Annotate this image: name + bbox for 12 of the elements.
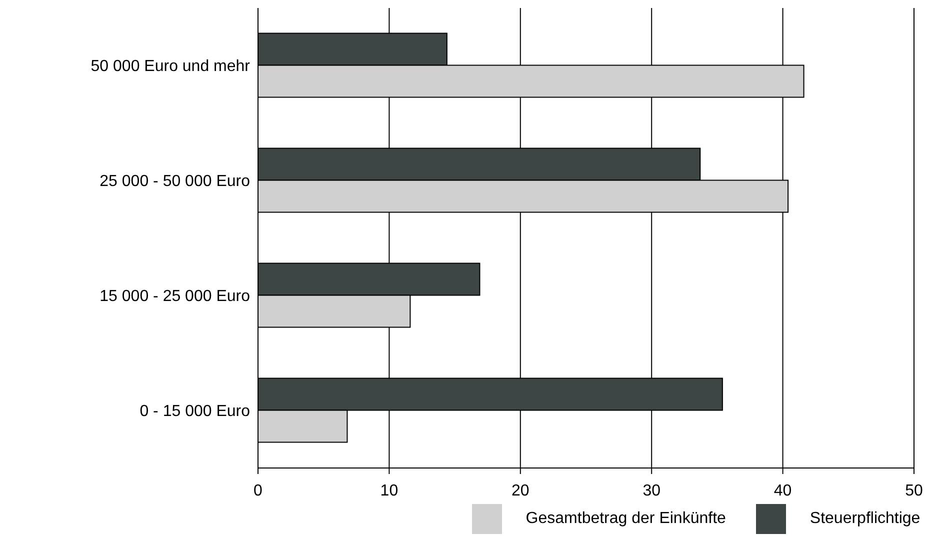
x-tick-label: 30	[642, 482, 661, 500]
y-tick-label: 50 000 Euro und mehr	[90, 58, 251, 76]
x-tick-label: 0	[254, 482, 263, 500]
x-tick-label: 50	[905, 482, 923, 500]
legend-label: Gesamtbetrag der Einkünfte	[526, 510, 726, 528]
y-tick-label: 0 - 15 000 Euro	[140, 403, 250, 420]
x-tick-label: 40	[774, 482, 792, 500]
legend-label: Steuerpflichtige	[810, 510, 920, 528]
y-tick-label: 25 000 - 50 000 Euro	[100, 173, 250, 190]
x-tick-label: 20	[512, 482, 530, 500]
x-tick-label: 10	[380, 482, 398, 500]
y-tick-label: 15 000 - 25 000 Euro	[100, 288, 250, 306]
